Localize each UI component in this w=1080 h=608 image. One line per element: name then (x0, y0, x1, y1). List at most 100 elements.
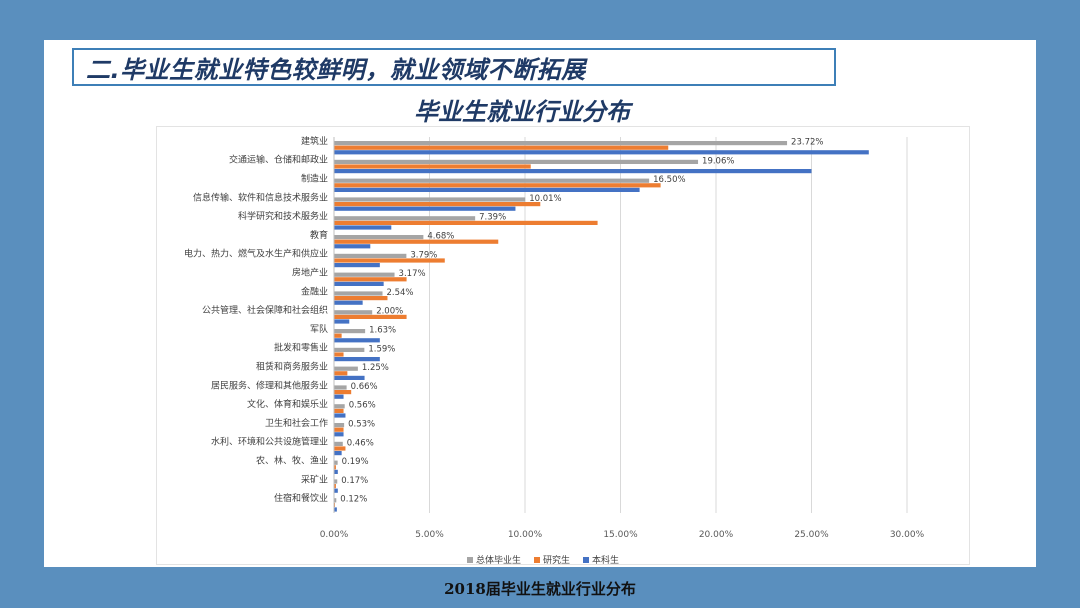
bar-overall (334, 272, 395, 277)
bar-overall (334, 385, 347, 390)
bar-overall (334, 441, 343, 446)
x-tick-label: 30.00% (890, 530, 925, 540)
bar-undergrad (334, 169, 812, 174)
bar-graduate (334, 296, 388, 301)
bar-graduate (334, 164, 531, 169)
bar-undergrad (334, 338, 380, 343)
bar-graduate (334, 333, 342, 338)
data-label: 0.19% (342, 457, 369, 467)
data-label: 23.72% (791, 138, 823, 148)
bar-undergrad (334, 206, 516, 211)
data-label: 2.54% (387, 288, 414, 298)
data-label: 1.25% (362, 363, 389, 373)
category-label: 房地产业 (292, 267, 328, 279)
x-tick-label: 15.00% (603, 530, 638, 540)
data-label: 16.50% (653, 175, 685, 185)
bar-undergrad (334, 150, 869, 155)
data-label: 1.59% (368, 344, 395, 354)
bar-chart: 0.00% 5.00% 10.00% 15.00% 20.00% 25.00% 30.00%… (184, 135, 925, 564)
data-label: 0.17% (341, 476, 368, 486)
legend-label: 研究生 (543, 554, 570, 564)
category-label: 教育 (310, 229, 328, 241)
chart-frame: 0.00% 5.00% 10.00% 15.00% 20.00% 25.00% 30.00%… (156, 126, 970, 565)
category-label: 金融业 (301, 285, 328, 297)
bar-overall (334, 460, 338, 465)
bar-graduate (334, 446, 346, 451)
chart-title: 毕业生就业行业分布 (414, 98, 630, 126)
category-label: 住宿和餐饮业 (274, 492, 328, 504)
x-tick-label: 0.00% (320, 530, 349, 540)
bar-undergrad (334, 432, 344, 437)
data-label: 7.39% (479, 213, 506, 223)
bar-undergrad (334, 319, 350, 324)
legend-swatch (583, 557, 589, 563)
legend-item: 研究生 (534, 554, 570, 564)
bar-graduate (334, 314, 407, 319)
category-label: 农、林、牧、渔业 (256, 455, 328, 467)
x-tick-label: 10.00% (508, 530, 543, 540)
bar-overall (334, 404, 345, 409)
bar-undergrad (334, 263, 380, 268)
bar-graduate (334, 484, 336, 489)
bar-overall (334, 291, 383, 296)
bar-undergrad (334, 357, 380, 362)
bar-overall (334, 159, 699, 164)
bar-undergrad (334, 225, 392, 230)
legend-swatch (467, 557, 473, 563)
data-label: 1.63% (369, 326, 396, 336)
bar-graduate (334, 371, 348, 376)
bar-graduate (334, 408, 344, 413)
bar-undergrad (334, 507, 337, 512)
bar-overall (334, 479, 338, 484)
category-label: 制造业 (301, 173, 328, 185)
data-label: 0.46% (347, 438, 374, 448)
category-label: 军队 (310, 323, 328, 335)
data-label: 4.68% (427, 232, 454, 242)
legend-label: 总体毕业生 (476, 554, 521, 564)
category-label: 科学研究和技术服务业 (238, 210, 328, 222)
category-label: 公共管理、社会保障和社会组织 (202, 304, 328, 316)
data-label: 10.01% (529, 194, 561, 204)
category-label: 批发和零售业 (274, 342, 328, 354)
data-label: 3.17% (399, 269, 426, 279)
bar-graduate (334, 145, 669, 150)
bar-overall (334, 498, 337, 503)
bar-overall (334, 253, 407, 258)
legend-item: 总体毕业生 (467, 554, 521, 564)
bar-graduate (334, 183, 661, 188)
bar-undergrad (334, 488, 338, 493)
bar-graduate (334, 427, 344, 432)
legend-swatch (534, 557, 540, 563)
slide-panel: 二.毕业生就业特色较鲜明，就业领域不断拓展 毕业生就业行业分布 0.00% 5.0… (44, 40, 1036, 567)
data-label: 0.12% (340, 495, 367, 505)
bar-overall (334, 423, 345, 428)
bar-graduate (334, 239, 499, 244)
bar-undergrad (334, 413, 346, 418)
category-label: 卫生和社会工作 (265, 417, 328, 429)
bar-undergrad (334, 281, 384, 286)
category-label: 交通运输、仓储和邮政业 (229, 154, 328, 166)
bar-graduate (334, 352, 344, 357)
bar-overall (334, 347, 365, 352)
legend-item: 本科生 (583, 554, 619, 564)
data-label: 3.79% (410, 250, 437, 260)
category-label: 文化、体育和娱乐业 (247, 398, 328, 410)
category-label: 建筑业 (301, 135, 328, 147)
slide-heading: 二.毕业生就业特色较鲜明，就业领域不断拓展 (86, 55, 586, 84)
bar-graduate (334, 258, 445, 263)
bar-graduate (334, 465, 336, 470)
bar-overall (334, 329, 366, 334)
x-tick-label: 25.00% (794, 530, 829, 540)
x-tick-label: 20.00% (699, 530, 734, 540)
bar-undergrad (334, 375, 365, 380)
bar-graduate (334, 202, 541, 207)
heading-box: 二.毕业生就业特色较鲜明，就业领域不断拓展 (72, 48, 836, 86)
bar-undergrad (334, 451, 342, 456)
bar-overall (334, 310, 373, 315)
bar-undergrad (334, 300, 363, 305)
category-label: 电力、热力、燃气及水生产和供应业 (184, 248, 328, 260)
bar-overall (334, 141, 788, 146)
bar-overall (334, 178, 650, 183)
category-label: 信息传输、软件和信息技术服务业 (193, 191, 328, 203)
bar-overall (334, 216, 476, 221)
